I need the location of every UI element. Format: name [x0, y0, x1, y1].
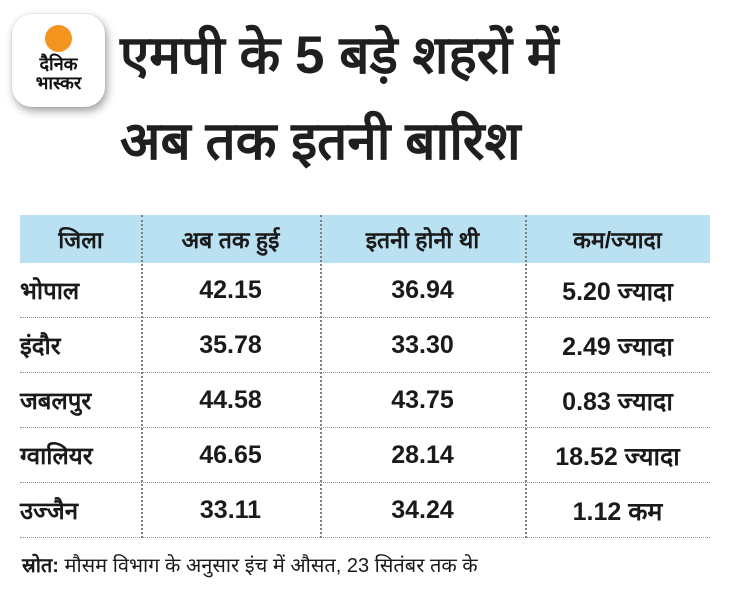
column-divider: [525, 215, 527, 538]
cell-diff: 1.12 कम: [572, 497, 663, 526]
title-line2: अब तक इतनी बारिश: [120, 112, 521, 171]
cell-district: उज्जैन: [20, 498, 79, 525]
cell-diff: 5.20 ज्यादा: [562, 277, 673, 306]
sun-dot-icon: [45, 25, 72, 52]
cell-actual: 42.15: [199, 276, 262, 304]
cell-district: ग्वालियर: [20, 443, 93, 470]
cell-district: भोपाल: [20, 278, 80, 305]
cell-district: जबलपुर: [20, 388, 92, 415]
column-divider: [320, 215, 322, 538]
source-label: स्रोत:: [22, 555, 59, 577]
column-header-diff: कम/ज्यादा: [573, 227, 662, 253]
source-text: मौसम विभाग के अनुसार इंच में औसत, 23 सित…: [58, 555, 478, 577]
column-header-actual: अब तक हुई: [181, 227, 280, 253]
table-row: भोपाल 42.15 36.94 5.20 ज्यादा: [20, 263, 710, 318]
cell-actual: 46.65: [199, 441, 262, 469]
cell-expected: 43.75: [391, 386, 454, 414]
column-divider: [141, 215, 143, 538]
logo-line1: दैनिक: [39, 54, 78, 74]
table-row: जबलपुर 44.58 43.75 0.83 ज्यादा: [20, 373, 710, 428]
cell-expected: 33.30: [391, 331, 454, 359]
dainik-bhaskar-logo: दैनिक भास्कर: [12, 14, 105, 107]
logo-wordmark: दैनिक भास्कर: [35, 54, 82, 94]
column-header-expected: इतनी होनी थी: [365, 227, 480, 253]
column-header-district: जिला: [58, 227, 103, 253]
cell-expected: 36.94: [391, 276, 454, 304]
cell-district: इंदौर: [20, 333, 61, 360]
title-line1: एमपी के 5 बड़े शहरों में: [120, 26, 559, 85]
source-note: स्रोत: मौसम विभाग के अनुसार इंच में औसत,…: [22, 551, 478, 578]
logo-line2: भास्कर: [35, 73, 82, 94]
page-title: एमपी के 5 बड़े शहरों में अब तक इतनी बारि…: [120, 13, 559, 185]
cell-actual: 44.58: [199, 386, 262, 414]
table-row: इंदौर 35.78 33.30 2.49 ज्यादा: [20, 318, 710, 373]
cell-diff: 2.49 ज्यादा: [562, 332, 673, 361]
table-row: उज्जैन 33.11 34.24 1.12 कम: [20, 483, 710, 538]
cell-expected: 28.14: [391, 441, 454, 469]
rainfall-table: जिला अब तक हुई इतनी होनी थी कम/ज्यादा भो…: [20, 215, 710, 538]
cell-diff: 0.83 ज्यादा: [562, 387, 673, 416]
table-header-row: जिला अब तक हुई इतनी होनी थी कम/ज्यादा: [20, 215, 710, 263]
cell-actual: 33.11: [199, 496, 262, 524]
cell-expected: 34.24: [391, 496, 454, 524]
table-row: ग्वालियर 46.65 28.14 18.52 ज्यादा: [20, 428, 710, 483]
cell-actual: 35.78: [199, 331, 262, 359]
cell-diff: 18.52 ज्यादा: [555, 442, 680, 471]
